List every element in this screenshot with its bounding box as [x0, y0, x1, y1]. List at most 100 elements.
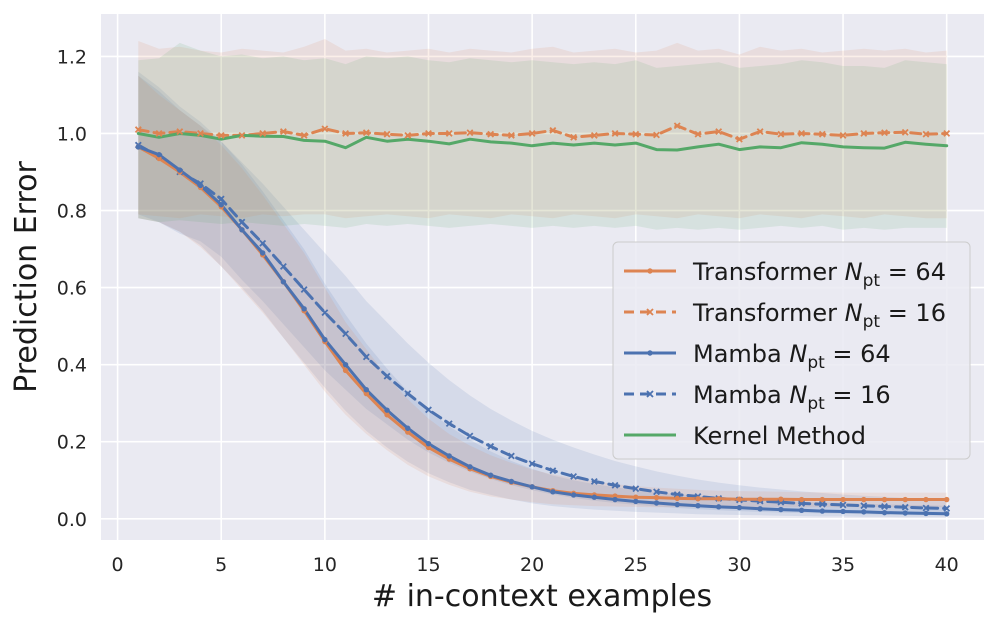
data-point [405, 425, 411, 431]
data-point [901, 128, 909, 136]
data-point [840, 508, 846, 515]
y-tick-label: 0.4 [57, 355, 87, 377]
data-point [570, 492, 577, 498]
y-tick-label: 0.2 [57, 432, 87, 454]
data-point [590, 131, 598, 139]
data-point [321, 125, 329, 133]
data-point [259, 239, 267, 247]
band-4 [138, 42, 947, 230]
data-point [612, 496, 618, 503]
data-point [321, 309, 329, 317]
data-point [673, 491, 681, 498]
x-tick-label: 10 [313, 554, 337, 576]
data-point [279, 128, 287, 135]
data-point [923, 510, 929, 517]
x-axis-label: # in-context examples [372, 579, 712, 614]
y-tick-label: 1.2 [57, 46, 87, 68]
legend-marker [646, 390, 654, 398]
data-point [508, 478, 515, 485]
data-point [466, 432, 474, 440]
data-point [736, 504, 743, 511]
data-point [239, 227, 245, 233]
data-point [839, 501, 847, 509]
data-point [487, 130, 495, 138]
data-point [425, 444, 432, 451]
data-point [466, 129, 474, 137]
data-point [528, 130, 536, 137]
y-tick-label: 1.0 [57, 123, 87, 145]
data-point [632, 485, 640, 493]
legend-label-4: Kernel Method [693, 422, 866, 450]
data-point [134, 126, 142, 134]
data-point [238, 131, 246, 139]
data-point [384, 407, 390, 413]
legend: Transformer Npt = 64 Transformer Npt = 16… [612, 241, 971, 460]
data-point [383, 372, 391, 380]
legend-label-0: Transformer Npt = 64 [692, 258, 946, 291]
data-point [922, 130, 930, 138]
data-point [715, 128, 723, 135]
data-point [798, 507, 805, 514]
data-point [301, 306, 307, 312]
data-point [322, 336, 328, 343]
legend-marker [647, 268, 653, 274]
x-tick-label: 0 [112, 554, 124, 576]
data-point [487, 472, 494, 478]
data-point [405, 429, 411, 435]
data-point [653, 494, 660, 501]
data-point [861, 509, 867, 515]
x-tick-label: 15 [416, 554, 440, 576]
data-point [467, 464, 473, 470]
data-point [777, 130, 785, 138]
data-point [881, 503, 888, 510]
data-point [384, 412, 390, 418]
data-point [653, 488, 660, 496]
x-tick-label: 30 [727, 554, 751, 576]
x-tick-label: 25 [624, 554, 648, 576]
data-point [425, 440, 432, 447]
data-point [943, 496, 950, 503]
series-lines [136, 124, 949, 516]
data-point [177, 167, 183, 173]
data-point [217, 131, 225, 139]
data-point [632, 130, 640, 138]
data-point [549, 467, 557, 475]
data-point [881, 509, 888, 516]
data-point [280, 279, 287, 285]
band-0 [138, 75, 947, 508]
data-point [445, 130, 453, 137]
data-point [674, 495, 680, 502]
legend-label-3: Mamba Npt = 16 [693, 381, 891, 414]
data-point [757, 496, 763, 502]
data-point [840, 496, 846, 503]
data-point [570, 133, 578, 141]
data-point [943, 504, 951, 512]
data-point [839, 131, 847, 139]
y-tick-label: 0.0 [57, 509, 87, 531]
data-point [197, 130, 204, 137]
data-point [342, 130, 350, 137]
series-line-4 [136, 132, 949, 152]
band-1 [138, 39, 947, 219]
data-point [591, 494, 598, 500]
data-point [695, 496, 701, 502]
data-point [633, 498, 639, 505]
y-tick-label: 0.8 [57, 201, 87, 223]
data-point [694, 130, 702, 138]
data-point [156, 151, 162, 158]
data-point [155, 130, 163, 137]
data-point [238, 218, 246, 226]
data-point [695, 503, 701, 509]
data-point [881, 496, 888, 503]
data-point [342, 330, 350, 338]
series-markers [134, 122, 951, 517]
data-point [550, 489, 556, 495]
data-point [363, 390, 370, 397]
data-point [176, 128, 184, 135]
data-point [425, 130, 432, 137]
data-point [818, 500, 826, 508]
data-point [633, 494, 639, 500]
data-point [673, 122, 681, 130]
data-point [653, 131, 660, 139]
